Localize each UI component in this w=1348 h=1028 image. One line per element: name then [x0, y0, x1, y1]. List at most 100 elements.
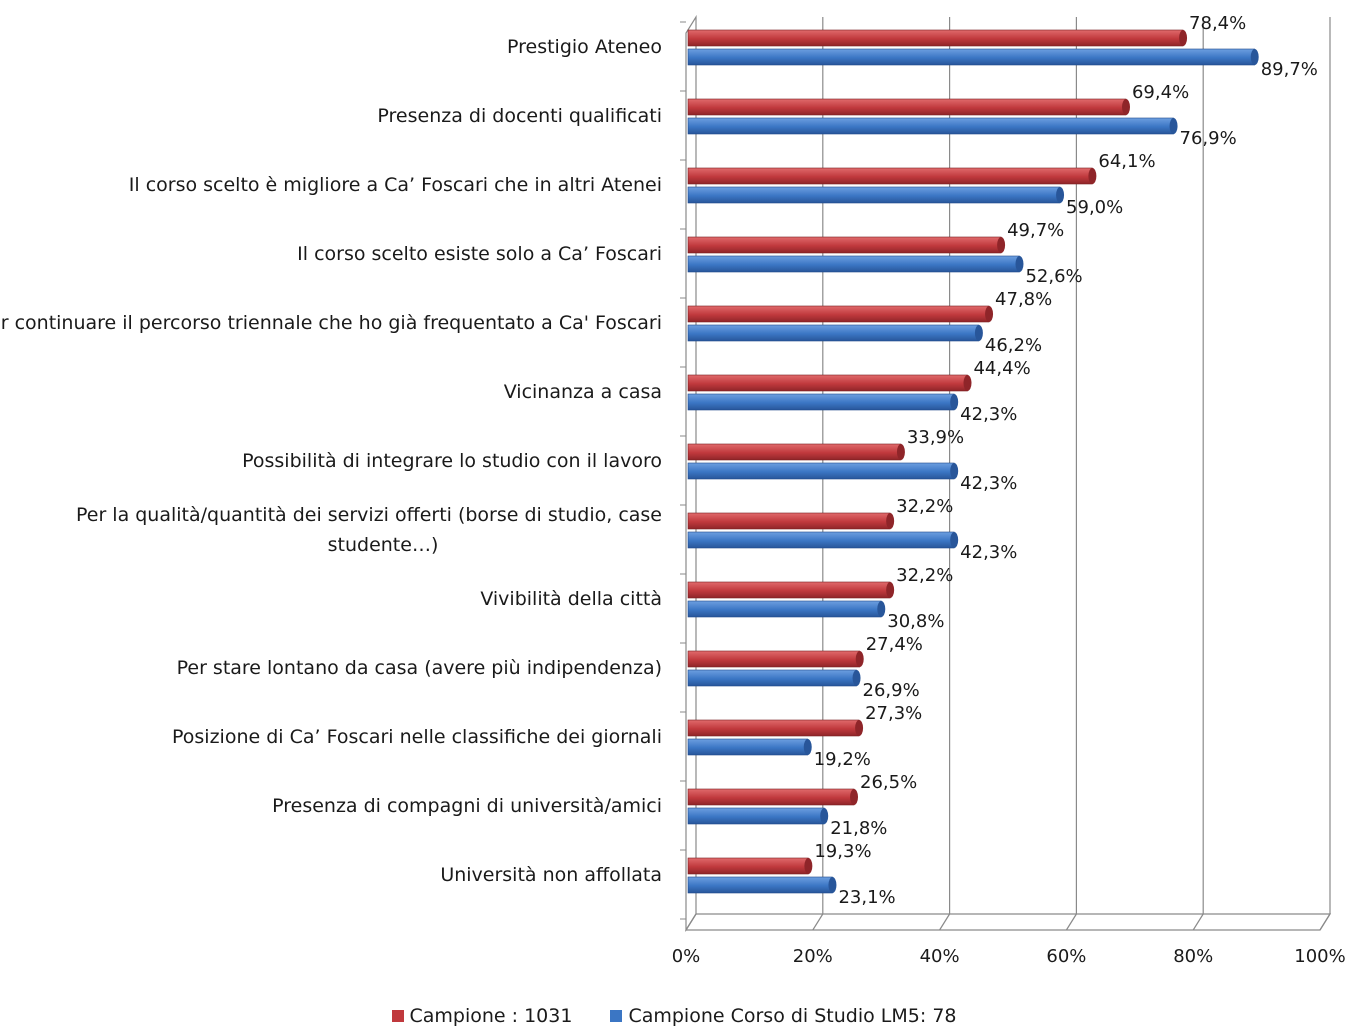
bar-campione: [687, 581, 891, 599]
bar-campione: [687, 374, 968, 392]
data-label: 78,4%: [1189, 13, 1246, 34]
floor-tick: [1319, 913, 1331, 931]
data-label: 26,5%: [860, 772, 917, 793]
bar-campione: [687, 788, 855, 806]
category-label: Per la qualità/quantità dei servizi offe…: [76, 504, 662, 526]
data-label: 32,2%: [896, 496, 953, 517]
legend-item-campione: Campione : 1031: [391, 1003, 573, 1028]
bar-campione: [687, 167, 1093, 185]
bar-end-cap: [963, 375, 972, 391]
bar-campione-lm5: [687, 738, 809, 756]
bar-campione: [687, 857, 809, 875]
bar-end-cap: [1121, 99, 1130, 115]
category-label: Università non affollata: [440, 864, 662, 886]
data-label: 27,4%: [866, 634, 923, 655]
data-label: 49,7%: [1007, 220, 1064, 241]
bar-end-cap: [974, 325, 983, 341]
bar-end-cap: [804, 858, 813, 874]
legend-label: Campione Corso di Studio LM5: 78: [628, 1004, 957, 1027]
bar-end-cap: [896, 444, 905, 460]
data-label: 46,2%: [985, 335, 1042, 356]
bar-campione: [687, 512, 891, 530]
category-label: Per stare lontano da casa (avere più ind…: [177, 657, 662, 679]
floor-tick: [1192, 913, 1204, 931]
category-label: Il corso scelto esiste solo a Ca’ Foscar…: [297, 243, 662, 265]
bar-end-cap: [1056, 187, 1065, 203]
bar-campione: [687, 236, 1002, 254]
data-label: 52,6%: [1025, 266, 1082, 287]
floor-tick: [812, 913, 824, 931]
bar-end-cap: [950, 463, 959, 479]
bar-end-cap: [877, 601, 886, 617]
bar-campione-lm5: [687, 393, 955, 411]
bar-campione: [687, 650, 861, 668]
labels: 0% 20% 40% 60% 80% 100% 78,4% 89,7% Prestigio At…: [0, 13, 1346, 967]
bar-campione-lm5: [687, 600, 882, 618]
bar-chart: 0% 20% 40% 60% 80% 100% 78,4% 89,7% Prestigio At…: [0, 13, 1346, 967]
legend-label: Campione : 1031: [409, 1004, 573, 1027]
bar-campione-lm5: [687, 669, 857, 687]
data-label: 26,9%: [863, 680, 920, 701]
bar-campione: [687, 305, 990, 323]
data-label: 59,0%: [1066, 197, 1123, 218]
bar-end-cap: [950, 394, 959, 410]
floor: [684, 913, 1332, 931]
data-label: 19,2%: [814, 749, 871, 770]
category-label: Vicinanza a casa: [504, 381, 662, 403]
bar-end-cap: [855, 651, 864, 667]
legend: Campione : 1031 Campione Corso di Studio…: [0, 1003, 1348, 1028]
data-label: 19,3%: [814, 841, 871, 862]
bar-campione: [687, 443, 902, 461]
category-label: Per continuare il percorso triennale che…: [0, 312, 662, 334]
bar-campione-lm5: [687, 531, 955, 549]
data-label: 44,4%: [973, 358, 1030, 379]
bar-campione-lm5: [687, 117, 1174, 135]
category-label: Il corso scelto è migliore a Ca’ Foscari…: [129, 174, 662, 196]
legend-swatch-blue: [610, 1009, 623, 1022]
bar-end-cap: [950, 532, 959, 548]
bar-end-cap: [1088, 168, 1097, 184]
bar-campione-lm5: [687, 48, 1255, 66]
category-label: Vivibilità della città: [480, 588, 662, 610]
bars: [687, 29, 1259, 894]
data-label: 30,8%: [887, 611, 944, 632]
floor-tick: [1065, 913, 1077, 931]
bar-end-cap: [852, 670, 861, 686]
category-label: Posizione di Ca’ Foscari nelle classific…: [172, 726, 662, 748]
category-label: Presenza di compagni di università/amici: [272, 795, 662, 817]
data-label: 42,3%: [960, 542, 1017, 563]
bar-campione: [687, 719, 860, 737]
x-tick-label: 40%: [920, 946, 960, 967]
floor-tick: [939, 913, 951, 931]
x-tick-label: 100%: [1294, 946, 1345, 967]
bar-end-cap: [1015, 256, 1024, 272]
bar-end-cap: [850, 789, 859, 805]
bar-end-cap: [820, 808, 829, 824]
data-label: 42,3%: [960, 473, 1017, 494]
bar-campione-lm5: [687, 324, 980, 342]
bar-end-cap: [855, 720, 864, 736]
data-label: 42,3%: [960, 404, 1017, 425]
data-label: 33,9%: [907, 427, 964, 448]
bar-campione: [687, 29, 1184, 47]
bar-end-cap: [1169, 118, 1178, 134]
bar-campione-lm5: [687, 186, 1061, 204]
floor-tick: [685, 913, 697, 931]
data-label: 23,1%: [838, 887, 895, 908]
bar-campione-lm5: [687, 876, 833, 894]
bar-end-cap: [985, 306, 994, 322]
bar-end-cap: [828, 877, 837, 893]
x-tick-label: 0%: [672, 946, 701, 967]
data-label: 32,2%: [896, 565, 953, 586]
bar-campione-lm5: [687, 462, 955, 480]
bar-end-cap: [1179, 30, 1188, 46]
bar-end-cap: [803, 739, 812, 755]
data-label: 47,8%: [995, 289, 1052, 310]
x-tick-label: 20%: [793, 946, 833, 967]
data-label: 21,8%: [830, 818, 887, 839]
category-label: studente…): [328, 534, 439, 556]
bar-end-cap: [997, 237, 1006, 253]
bar-campione-lm5: [687, 807, 825, 825]
data-label: 64,1%: [1098, 151, 1155, 172]
category-label: Presenza di docenti qualificati: [377, 105, 662, 127]
